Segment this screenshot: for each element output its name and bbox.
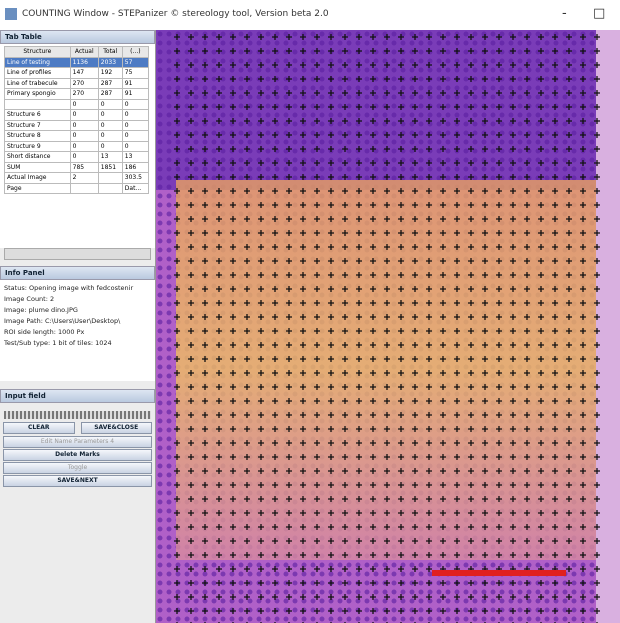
table-cell: 0 [122,99,148,110]
histology-image [156,30,620,623]
column-header: Total [98,47,122,58]
table-cell: 2 [70,173,98,184]
scale-bar [432,570,566,576]
column-header: (...) [122,47,148,58]
table-cell: Dat... [122,183,148,194]
table-cell: 0 [98,131,122,142]
table-cell: 13 [122,152,148,163]
info-line: Status: Opening image with fedcostenir [4,283,151,294]
table-cell: 0 [70,99,98,110]
table-cell: 0 [122,141,148,152]
table-cell: 0 [122,110,148,121]
table-cell: Short distance [5,152,71,163]
table-cell: Structure 7 [5,120,71,131]
column-header: Actual [70,47,98,58]
table-cell: 186 [122,162,148,173]
maximize-button[interactable]: □ [593,6,605,21]
input-field[interactable] [4,411,151,419]
table-cell [98,173,122,184]
column-header: Structure [5,47,71,58]
app-window: COUNTING Window - STEPanizer © stereolog… [0,0,620,623]
table-cell: 0 [70,131,98,142]
minimize-button[interactable]: - [562,6,567,21]
info-line: Image Path: C:\Users\User\Desktop\ [4,316,151,327]
table-cell: 287 [98,78,122,89]
table-cell: Structure 8 [5,131,71,142]
table-cell: 57 [122,57,148,68]
table-cell: Line of trabecule [5,78,71,89]
table-cell: 0 [98,99,122,110]
table-cell: 91 [122,78,148,89]
table-cell: 303.5 [122,173,148,184]
info-line: Image Count: 2 [4,294,151,305]
table-cell: 0 [122,131,148,142]
table-cell: 192 [98,68,122,79]
table-cell: Line of profiles [5,68,71,79]
table-cell: 0 [70,110,98,121]
info-line: Test/Sub type: 1 bit of tiles: 1024 [4,338,151,349]
table-cell: Line of testing [5,57,71,68]
table-cell: 0 [98,141,122,152]
delete-button[interactable]: Delete Marks [3,449,152,461]
table-cell: 91 [122,89,148,100]
table-cell [98,183,122,194]
table-cell: 785 [70,162,98,173]
table-cell: 0 [122,120,148,131]
table-cell: 147 [70,68,98,79]
table-cell: 0 [70,141,98,152]
table-cell: 0 [98,120,122,131]
info-line: Image: plume dino.JPG [4,305,151,316]
table-cell: 75 [122,68,148,79]
table-cell: 0 [98,110,122,121]
window-title: COUNTING Window - STEPanizer © stereolog… [22,9,329,19]
table-cell: Page [5,183,71,194]
save-next-button[interactable]: SAVE&NEXT [3,475,152,487]
edit-button: Edit Name Parameters 4 [3,436,152,448]
table-cell: 270 [70,89,98,100]
app-icon [5,8,17,20]
scrollbar[interactable] [4,248,151,260]
table-cell: 0 [70,152,98,163]
table-cell: 1851 [98,162,122,173]
table-cell [5,99,71,110]
table-cell: Structure 9 [5,141,71,152]
table-cell: 0 [70,120,98,131]
save-close-button[interactable]: SAVE&CLOSE [81,422,153,434]
table-cell: Primary spongio [5,89,71,100]
panel-header: Input field [0,389,155,403]
table-cell: Structure 6 [5,110,71,121]
panel-header: Info Panel [0,266,155,280]
table-cell [70,183,98,194]
table-cell: 13 [98,152,122,163]
table-cell: 287 [98,89,122,100]
table-cell: SUM [5,162,71,173]
info-line: ROI side length: 1000 Px [4,327,151,338]
table-cell: 2033 [98,57,122,68]
clear-button[interactable]: CLEAR [3,422,75,434]
title-bar: COUNTING Window - STEPanizer © stereolog… [0,0,620,30]
panel-header: Tab Table [0,30,155,44]
toggle-button: Toggle [3,462,152,474]
table-cell: Actual Image [5,173,71,184]
table-row[interactable]: Page Dat... [5,183,149,194]
table-cell: 270 [70,78,98,89]
table-cell: 1136 [70,57,98,68]
